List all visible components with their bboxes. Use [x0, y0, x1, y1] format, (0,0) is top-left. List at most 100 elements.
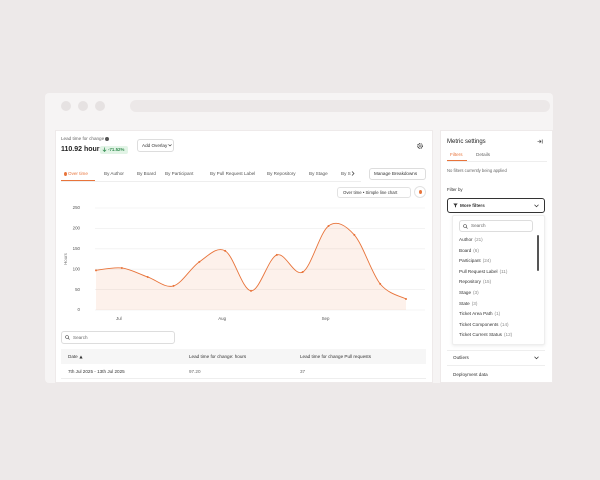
point	[95, 269, 97, 272]
search-placeholder: Search	[73, 335, 88, 340]
breakdown-tab[interactable]: Over time	[68, 171, 88, 176]
change-badge	[100, 145, 128, 154]
settings-tab[interactable]: Details	[476, 152, 491, 157]
info-icon	[105, 137, 109, 141]
y-tick-label: 0	[78, 307, 81, 312]
manage-button[interactable]	[369, 168, 426, 180]
window-dot	[78, 101, 88, 111]
row-divider	[61, 378, 426, 379]
filter-status: No filters currently being applied	[447, 168, 507, 173]
chart-type-button[interactable]	[337, 187, 411, 198]
filter-count: (24)	[482, 258, 491, 264]
filter-count: (3)	[471, 300, 478, 306]
breakdown-tab[interactable]: By Repository	[267, 171, 296, 176]
chevron	[534, 356, 539, 360]
y-tick-label: 200	[73, 226, 81, 231]
point	[224, 249, 227, 252]
filter-dropdown[interactable]	[447, 198, 545, 213]
point	[172, 284, 175, 287]
x-tick-label: Sep	[322, 316, 330, 321]
window-dot	[61, 101, 71, 111]
settings-tab[interactable]: Filters	[450, 152, 463, 157]
point	[327, 224, 330, 227]
area	[96, 223, 406, 310]
filter-label: Filter by	[447, 187, 463, 192]
filter-option[interactable]: Repository	[459, 279, 481, 285]
breakdown-tab[interactable]: By Board	[137, 171, 156, 176]
chevron	[168, 144, 172, 147]
change-value: -71.52%	[108, 146, 125, 152]
dropdown-label: More filters	[460, 203, 485, 208]
filter-count: (3)	[473, 290, 479, 295]
active-settings-tab	[447, 160, 467, 162]
chart: 0 50 100 150 200 250 Hours Jul Aug Sep	[63, 205, 425, 321]
point	[250, 289, 252, 292]
filter-option[interactable]: Ticket Current Status	[459, 332, 502, 338]
tabs-divider	[61, 181, 361, 182]
section-title: Outliers	[453, 355, 469, 360]
table-header	[61, 349, 426, 364]
chevron	[534, 204, 539, 208]
point	[301, 271, 304, 274]
overlay-button-label: Add Overlay	[142, 142, 168, 148]
settings-title: Metric settings	[447, 139, 486, 145]
tab-icon	[63, 172, 67, 176]
filter-count: (21)	[474, 237, 483, 242]
filter-count: (14)	[500, 321, 509, 327]
filter-count: (6)	[473, 247, 479, 253]
scrollbar	[537, 235, 539, 271]
breakdown-tab[interactable]: By Pull Request Label	[210, 171, 256, 176]
filter-search-placeholder: Search	[471, 223, 486, 228]
filter-option[interactable]: Ticket Components	[459, 321, 499, 327]
point	[405, 297, 407, 300]
main-panel	[55, 130, 433, 383]
settings-gear[interactable]	[417, 143, 423, 149]
point	[353, 233, 356, 236]
y-tick-label: 250	[73, 205, 81, 210]
filter-option[interactable]: Stage	[459, 290, 472, 295]
table-cell: 97.20	[189, 369, 201, 374]
search-icon	[65, 335, 70, 340]
y-tick-label: 150	[73, 246, 81, 251]
tabs-scroll-arrow[interactable]	[351, 171, 355, 176]
filter-icon	[453, 203, 458, 208]
filter-count: (11)	[499, 268, 508, 274]
collapse-icon[interactable]	[537, 139, 543, 144]
column-header[interactable]: Date	[68, 353, 78, 359]
filter-option[interactable]: Participant	[459, 258, 481, 264]
search-icon	[463, 223, 468, 229]
outliers-section[interactable]	[447, 350, 545, 366]
filter-option[interactable]: Pull Request Label	[459, 268, 498, 274]
breakdown-tab[interactable]: By Stage	[309, 171, 328, 176]
breakdown-tab[interactable]: By Participant	[165, 171, 194, 176]
overlay-button[interactable]	[137, 139, 174, 152]
y-tick-label: 100	[73, 266, 81, 271]
breakdown-tab[interactable]: By S	[341, 171, 351, 176]
x-tick-label: Jul	[116, 316, 122, 321]
filter-menu	[452, 215, 545, 345]
filter-option[interactable]: Author	[459, 237, 473, 242]
point	[379, 282, 382, 285]
filter-search[interactable]	[459, 220, 533, 232]
column-header[interactable]: Lead time for change Pull requests	[300, 353, 371, 359]
point	[275, 253, 278, 256]
x-tick-label: Aug	[218, 316, 226, 321]
filter-option[interactable]: State	[459, 300, 470, 306]
chart-type-label: Over time • Simple line chart	[343, 189, 398, 195]
address-bar	[130, 100, 550, 112]
point	[146, 275, 149, 278]
section-title: Deployment data	[453, 372, 488, 377]
search-input[interactable]	[61, 331, 175, 344]
bulb-icon	[418, 189, 422, 194]
sort-icon	[79, 355, 83, 358]
column-header[interactable]: Lead time for change: hours	[189, 353, 247, 359]
window-dot	[95, 101, 105, 111]
manage-button-label: Manage Breakdowns	[374, 171, 418, 176]
filter-option[interactable]: Ticket Area Path	[459, 311, 493, 317]
filter-option[interactable]: Board	[459, 247, 472, 253]
breakdown-tab[interactable]: By Author	[104, 171, 124, 176]
insight-button[interactable]	[414, 186, 426, 198]
y-tick-label: 50	[75, 287, 80, 292]
table-cell: 37	[300, 369, 306, 374]
